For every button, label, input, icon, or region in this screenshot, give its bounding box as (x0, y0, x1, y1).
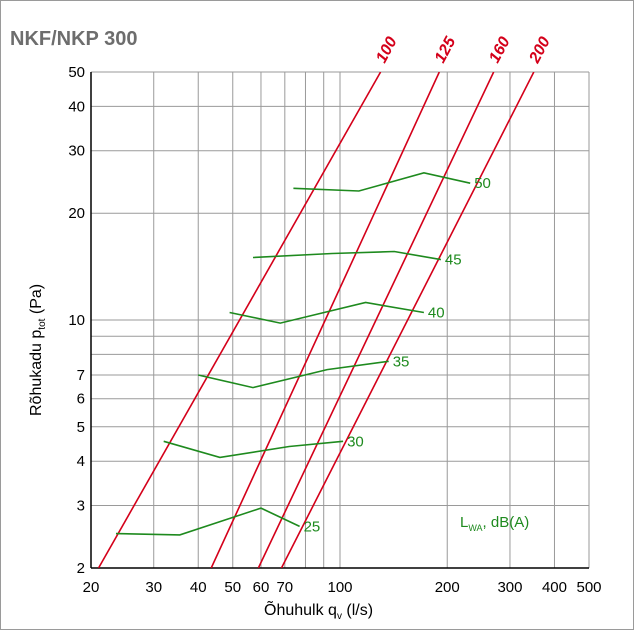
sound-line-50 (293, 171, 471, 192)
x-tick-label: 300 (497, 579, 522, 596)
x-tick-label: 200 (435, 579, 460, 596)
sound-line-45 (252, 250, 442, 261)
sound-label-30: 30 (347, 433, 364, 450)
y-tick-label: 10 (68, 312, 85, 329)
sound-line-30 (163, 440, 344, 459)
sound-line-25 (115, 507, 300, 536)
y-tick-label: 2 (77, 560, 85, 577)
sound-legend: LWA, dB(A) (460, 514, 529, 533)
sound-label-40: 40 (428, 304, 445, 321)
x-axis-label: Õhuhulk qv (l/s) (264, 599, 373, 622)
duct-label-160: 160 (486, 34, 514, 66)
y-tick-label: 50 (68, 64, 85, 81)
x-tick-label: 30 (145, 579, 162, 596)
sound-level-lines: 25 30 35 40 45 50 (115, 171, 491, 536)
y-tick-label: 3 (77, 498, 85, 515)
sound-label-35: 35 (393, 353, 410, 370)
x-tick-label: 500 (576, 579, 601, 596)
y-tick-label: 20 (68, 205, 85, 222)
x-tick-label: 20 (83, 579, 100, 596)
duct-line-100 (97, 72, 382, 568)
sound-line-35 (198, 360, 389, 389)
chart-title: NKF/NKP 300 (10, 28, 137, 50)
x-tick-label: 40 (190, 579, 207, 596)
sound-label-25: 25 (304, 518, 321, 535)
sound-label-50: 50 (474, 175, 491, 192)
duct-line-160 (257, 72, 495, 568)
duct-label-200: 200 (526, 34, 554, 67)
duct-line-125 (210, 72, 441, 568)
y-tick-label: 40 (68, 98, 85, 115)
y-axis-label: Rõhukadu ptot (Pa) (28, 284, 48, 416)
duct-label-125: 125 (432, 33, 460, 66)
y-tick-label: 7 (77, 367, 85, 384)
y-tick-label: 30 (68, 143, 85, 160)
sound-line-40 (229, 301, 425, 324)
duct-line-200 (280, 72, 535, 568)
x-tick-label: 50 (224, 579, 241, 596)
duct-label-100: 100 (373, 34, 401, 66)
tick-labels: 20 30 40 50 60 70 100 200 300 400 5002345671020304… (68, 64, 601, 596)
duct-size-lines: 100 125 160 200 (97, 33, 554, 568)
x-tick-label: 70 (276, 579, 293, 596)
y-tick-label: 4 (77, 453, 85, 470)
sound-label-45: 45 (445, 252, 462, 269)
y-tick-label: 5 (77, 419, 85, 436)
y-tick-label: 6 (77, 391, 85, 408)
x-tick-label: 60 (253, 579, 270, 596)
x-tick-label: 100 (327, 579, 352, 596)
x-tick-label: 400 (542, 579, 567, 596)
grid (90, 71, 590, 569)
